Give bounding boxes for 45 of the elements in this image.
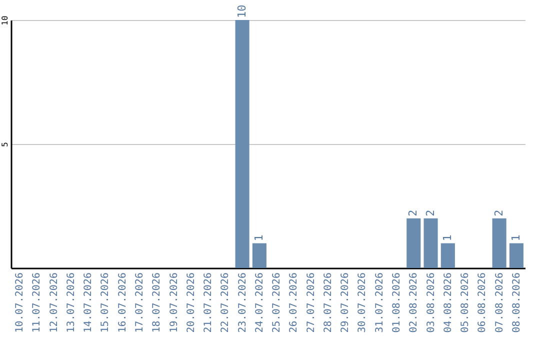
data-label: 1 (252, 234, 266, 242)
x-tick-label: 27.07.2026 (306, 272, 317, 333)
x-tick-label: 31.07.2026 (374, 272, 386, 333)
bar (406, 218, 421, 268)
x-tick-label: 13.07.2026 (66, 272, 77, 333)
x-tick-label: 16.07.2026 (117, 272, 128, 333)
data-label: 1 (509, 234, 522, 242)
x-tick-label: 28.07.2026 (322, 272, 334, 333)
x-tick-label: 24.07.2026 (254, 272, 266, 333)
x-tick-label: 20.07.2026 (186, 272, 197, 333)
x-tick-label: 03.08.2026 (426, 272, 437, 333)
x-tick-label: 07.08.2026 (494, 272, 506, 333)
bar (509, 243, 524, 268)
data-label: 2 (406, 210, 420, 216)
x-tick-label: 30.07.2026 (357, 272, 368, 333)
x-tick-label: 02.08.2026 (408, 272, 420, 333)
x-tick-label: 19.07.2026 (168, 272, 180, 333)
x-tick-label: 21.07.2026 (203, 272, 214, 333)
x-tick-label: 05.08.2026 (460, 272, 472, 333)
data-label: 2 (424, 210, 437, 216)
bar (252, 243, 266, 268)
bar (235, 20, 250, 268)
x-tick-label: 14.07.2026 (83, 272, 94, 333)
x-tick-label: 15.07.2026 (100, 272, 112, 333)
data-label: 10 (235, 4, 248, 18)
data-label: 2 (492, 210, 506, 216)
x-tick-label: 18.07.2026 (152, 272, 163, 333)
x-tick-label: 01.08.2026 (392, 272, 402, 333)
bar (492, 218, 506, 268)
bar (440, 243, 455, 268)
bar (424, 218, 438, 268)
x-tick-label: 29.07.2026 (340, 272, 352, 333)
x-tick-label: 04.08.2026 (442, 272, 454, 333)
data-label: 1 (440, 234, 454, 242)
x-tick-label: 26.07.2026 (288, 272, 300, 333)
x-tick-label: 11.07.2026 (32, 272, 43, 333)
x-tick-label: 22.07.2026 (220, 272, 232, 333)
x-tick-label: 25.07.2026 (272, 272, 283, 333)
x-tick-label: 12.07.2026 (48, 272, 60, 333)
x-tick-label: 08.08.2026 (511, 272, 522, 333)
x-tick-label: 17.07.2026 (134, 272, 146, 333)
x-tick-label: 23.07.2026 (237, 272, 248, 333)
x-tick-label: 06.08.2026 (477, 272, 488, 333)
x-tick-label: 10.07.2026 (14, 272, 26, 333)
y-tick-label: 5 (0, 142, 10, 147)
